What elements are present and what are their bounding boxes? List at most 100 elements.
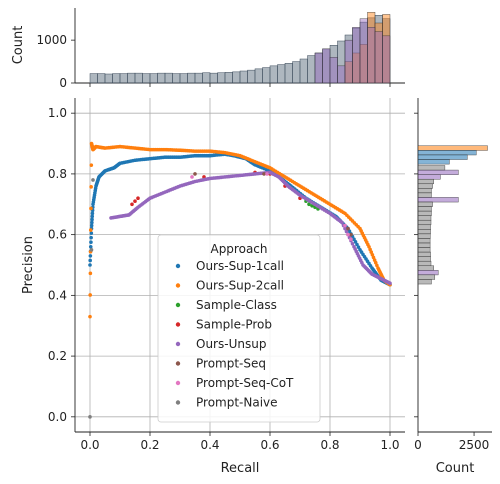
histogram-bar: [417, 201, 433, 207]
histogram-bar: [417, 238, 431, 244]
histogram-bar: [134, 72, 143, 84]
data-point: [88, 293, 92, 297]
x-tick-label: 0.6: [260, 438, 279, 452]
data-point: [307, 202, 311, 207]
y-tick-label: 0.6: [48, 228, 67, 242]
y-tick-label: 1.0: [48, 106, 67, 120]
histogram-bar: [417, 242, 431, 248]
data-point: [90, 214, 95, 219]
histogram-bar-overlay: [344, 39, 353, 84]
data-point: [91, 178, 95, 182]
data-point: [355, 242, 359, 247]
x-tick-label: 0.8: [320, 438, 339, 452]
series-sample-prob: [130, 170, 302, 207]
histogram-bar: [194, 72, 203, 84]
data-point: [88, 263, 92, 267]
legend-entry-label: Prompt-Seq: [196, 357, 266, 371]
x-tick-label: 0.2: [140, 438, 159, 452]
histogram-bar: [417, 165, 446, 171]
legend-entry-label: Prompt-Seq-CoT: [196, 376, 294, 390]
x-tick-label: 0.0: [80, 438, 99, 452]
data-point: [89, 235, 93, 240]
histogram-bar: [417, 260, 432, 267]
histogram-bar: [417, 188, 432, 194]
data-point: [89, 248, 94, 252]
data-point: [388, 281, 392, 286]
main-scatter-panel: 0.0 0.2 0.4 0.6 0.8 1.0 0.0 0.2 0.4 0.6 0.8 1.0 Re…: [21, 83, 418, 476]
legend: Approach Ours-Sup-1call Ours-Sup-2call Sam…: [157, 234, 321, 423]
histogram-bar-overlay: [359, 18, 368, 84]
legend-marker: [175, 400, 181, 405]
histogram-bar: [119, 73, 128, 84]
data-point: [353, 240, 358, 244]
data-point: [262, 172, 266, 176]
histogram-bar: [417, 159, 450, 165]
data-point: [346, 226, 350, 231]
histogram-bar: [277, 64, 286, 84]
histogram-bar: [202, 72, 211, 84]
histogram-bar: [164, 72, 173, 84]
legend-entry-label: Sample-Class: [196, 298, 277, 312]
data-point: [202, 175, 206, 179]
data-point: [343, 223, 347, 228]
data-point: [88, 258, 92, 263]
data-point: [88, 254, 93, 258]
legend-entry-label: Sample-Prob: [196, 318, 272, 332]
data-point: [340, 220, 344, 225]
histogram-bar: [417, 274, 436, 280]
histogram-bar: [217, 72, 226, 84]
histogram-bar: [417, 224, 431, 230]
x-tick-label: 1.0: [380, 438, 399, 452]
series-prompt-naive: [88, 178, 95, 419]
legend-box: [157, 234, 321, 423]
legend-items: Ours-Sup-1call Ours-Sup-2call Sample-Class…: [175, 259, 294, 410]
histogram-bar: [209, 72, 218, 84]
data-point: [90, 211, 95, 216]
histogram-bar: [417, 174, 441, 180]
histogram-bar: [417, 210, 432, 216]
y-tick-label: 0.2: [48, 349, 67, 363]
top-histogram-yticks: 0 1000: [36, 33, 75, 90]
histogram-bar: [262, 67, 271, 84]
legend-title: Approach: [210, 242, 267, 256]
histogram-bar: [89, 73, 98, 84]
histogram-bar: [417, 192, 432, 198]
histogram-bar: [417, 178, 434, 185]
right-histogram-xlabel: Count: [436, 461, 475, 476]
data-point: [136, 196, 140, 200]
histogram-bar: [127, 72, 136, 84]
data-point: [89, 163, 94, 167]
data-point: [89, 206, 93, 211]
data-point: [349, 237, 353, 241]
histogram-bar: [417, 145, 488, 151]
x-ticks: 0.0 0.2 0.4 0.6 0.8 1.0: [80, 83, 400, 452]
histogram-bar: [417, 251, 431, 257]
histogram-bar: [417, 215, 432, 221]
histogram-bar: [417, 256, 431, 262]
histogram-bar: [299, 58, 308, 84]
y-tick-label: 0.8: [48, 167, 67, 181]
histogram-bar: [187, 72, 196, 84]
top-hist-y-tick-label: 0: [59, 76, 67, 90]
y-tick-label: 0.0: [48, 410, 67, 424]
histogram-bar: [239, 70, 248, 84]
data-point: [88, 228, 93, 232]
histogram-bar: [307, 55, 316, 84]
data-point: [88, 244, 93, 249]
histogram-bar-overlay: [367, 27, 376, 84]
data-point: [356, 245, 361, 249]
data-point: [88, 271, 93, 276]
histogram-bar: [417, 229, 431, 235]
histogram-bar: [417, 206, 432, 212]
histogram-bar: [417, 279, 432, 285]
data-point: [88, 314, 92, 319]
histogram-bar: [417, 247, 431, 253]
data-point: [130, 202, 134, 207]
histogram-bar-overlay: [314, 52, 323, 84]
data-point: [89, 223, 94, 228]
legend-marker: [175, 283, 181, 288]
y-axis-label: Precision: [21, 236, 36, 294]
histogram-bar: [224, 72, 233, 84]
histogram-bar-overlay: [382, 35, 391, 84]
